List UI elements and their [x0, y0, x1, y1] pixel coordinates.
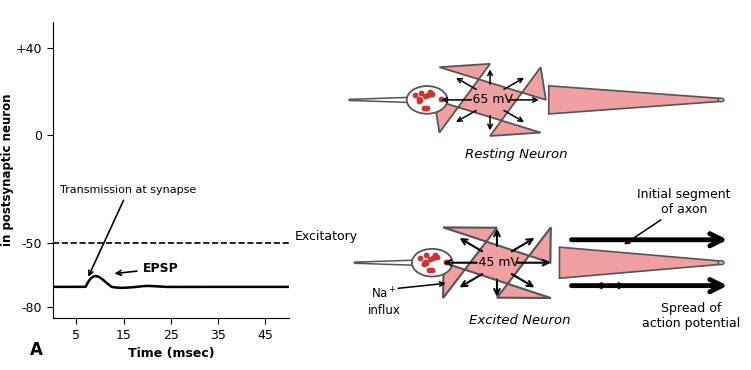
Text: Spread of
action potential: Spread of action potential	[642, 302, 740, 330]
Text: -45 mV: -45 mV	[475, 256, 520, 269]
Ellipse shape	[718, 98, 724, 102]
Text: Resting Neuron: Resting Neuron	[465, 148, 567, 161]
Polygon shape	[359, 260, 416, 265]
Ellipse shape	[349, 99, 354, 101]
Text: Excitatory: Excitatory	[294, 229, 357, 243]
Ellipse shape	[407, 86, 448, 114]
Polygon shape	[443, 228, 551, 298]
Text: Transmission at synapse: Transmission at synapse	[60, 185, 197, 275]
Text: Na$^+$
influx: Na$^+$ influx	[367, 286, 400, 317]
Ellipse shape	[718, 260, 724, 265]
Text: -65 mV: -65 mV	[468, 93, 512, 107]
Text: EPSP: EPSP	[116, 262, 178, 275]
Text: Initial segment
of axon: Initial segment of axon	[638, 188, 731, 216]
Polygon shape	[559, 247, 719, 278]
Text: Excited Neuron: Excited Neuron	[469, 313, 571, 327]
Polygon shape	[354, 97, 411, 102]
Ellipse shape	[354, 262, 359, 263]
Text: A: A	[30, 341, 43, 359]
Polygon shape	[434, 64, 546, 136]
Polygon shape	[549, 86, 719, 114]
Ellipse shape	[412, 249, 453, 276]
Y-axis label: Membrane potential (mV)
in postsynaptic neuron: Membrane potential (mV) in postsynaptic …	[0, 85, 14, 256]
X-axis label: Time (msec): Time (msec)	[128, 347, 214, 360]
